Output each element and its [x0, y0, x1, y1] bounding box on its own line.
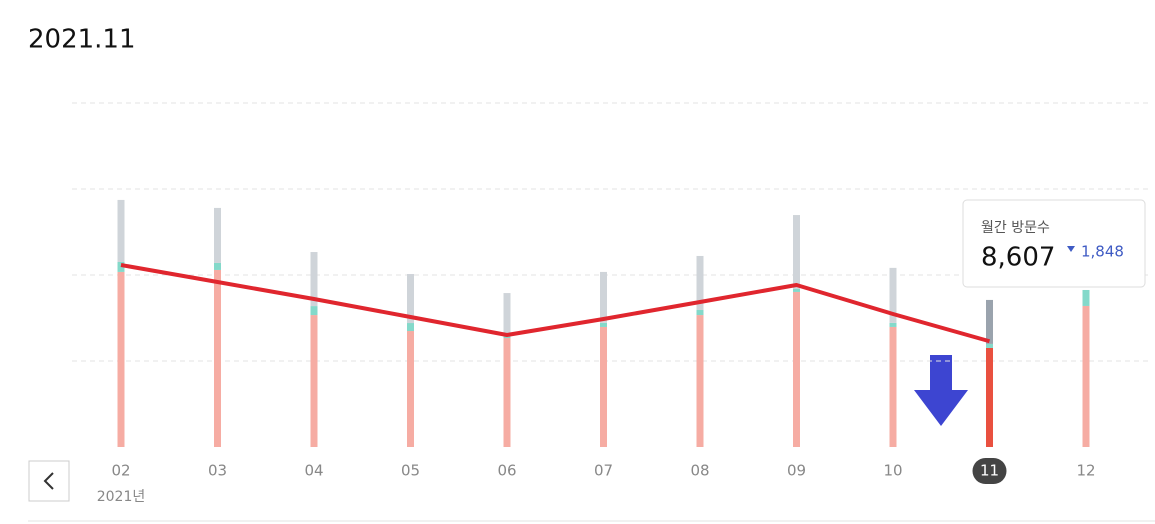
bar-segment	[696, 310, 704, 316]
bar-segment	[407, 274, 414, 324]
bar-segment	[696, 315, 704, 447]
bar-segment	[600, 271, 607, 323]
tooltip-box	[962, 199, 1146, 288]
bar-segment	[696, 255, 704, 311]
x-tick-label: 10	[883, 462, 902, 480]
bar-segment	[310, 252, 318, 307]
x-tick-label: 06	[497, 462, 516, 480]
bar-segment	[214, 207, 221, 263]
bar-segment	[503, 336, 511, 339]
bar-segment	[503, 338, 511, 447]
bar-segment	[117, 271, 125, 447]
prev-button[interactable]	[28, 460, 70, 502]
bar-segment	[214, 269, 221, 447]
bar-segment	[986, 347, 993, 447]
tooltip: 월간 방문수 8,607 1,848	[962, 199, 1146, 288]
x-tick-label: 08	[690, 462, 709, 480]
bar-segment	[1082, 289, 1090, 306]
line	[120, 263, 991, 344]
bar-segment	[889, 267, 897, 323]
down-triangle	[1067, 246, 1075, 252]
bar-segment	[793, 215, 800, 290]
bar-segment	[214, 262, 221, 270]
bar-segment	[600, 322, 607, 327]
x-tick-label: 09	[787, 462, 806, 480]
tooltip-value: 8,607	[981, 243, 1055, 273]
tooltip-change: 1,848	[1081, 243, 1124, 261]
bar-segment	[407, 323, 414, 332]
bar-segment	[1082, 305, 1090, 447]
x-tick-label: 11	[980, 462, 999, 480]
bar-segment	[889, 322, 897, 327]
x-tick-label: 04	[304, 462, 323, 480]
bar-segment	[117, 199, 125, 262]
x-tick-label: 03	[208, 462, 227, 480]
bar-segment	[503, 293, 511, 337]
x-tick-label: 07	[594, 462, 613, 480]
bar-segment	[986, 343, 993, 348]
bar-segment	[310, 315, 318, 447]
x-tick-label: 05	[401, 462, 420, 480]
bar-segment	[889, 326, 897, 447]
bar-segment	[600, 326, 607, 447]
bar-segment	[986, 299, 993, 344]
selected-label-bg	[972, 458, 1007, 484]
bar-segment	[407, 331, 414, 447]
down-arrow	[914, 355, 968, 426]
bar-segment	[310, 306, 318, 316]
year-label: 2021년	[97, 489, 146, 505]
bar-segment	[793, 291, 800, 447]
x-tick-label: 12	[1076, 462, 1095, 480]
chart-title: 2021.11	[28, 25, 136, 55]
tooltip-label: 월간 방문수	[981, 220, 1050, 236]
bar-segment	[793, 289, 800, 292]
x-tick-label: 02	[111, 462, 130, 480]
